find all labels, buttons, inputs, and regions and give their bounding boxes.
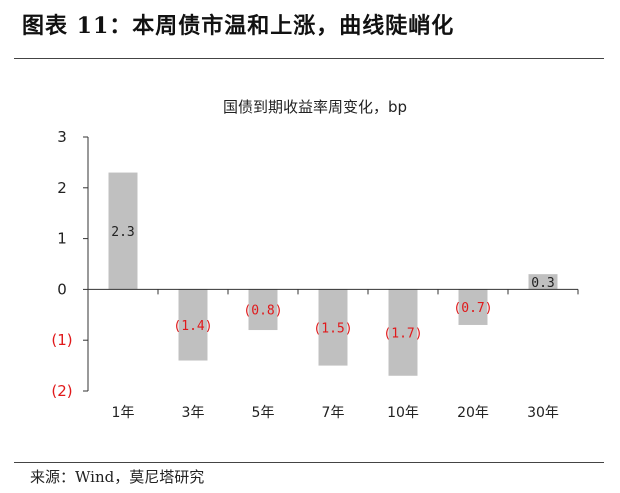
x-category-label: 7年 [322,405,345,421]
x-axis: 1年 3年 5年 7年 10年 20年 30年 [87,288,579,421]
x-category-label: 10年 [387,405,419,421]
top-rule [14,58,604,59]
y-tick-label: 2 [57,179,67,197]
x-category-label: 20年 [457,405,489,421]
bars: 2.3 (1.4) (0.8) (1.5) (1.7) (0.7) 0.3 [108,172,558,376]
y-tick-label: (1) [51,331,72,349]
bar [528,274,558,290]
bar [108,172,138,290]
data-label: (1.4) [173,319,212,334]
data-label: (1.5) [313,322,352,337]
figure-title: 图表 11：本周债市温和上涨，曲线陡峭化 [22,13,455,39]
data-label: (0.7) [453,301,492,316]
bar-chart: 国债到期收益率周变化，bp 3 2 1 0 (1) (2) 2.3 (1.4) (0.8) (1… [51,98,579,421]
bar [178,289,208,361]
source-note: 来源：Wind，莫尼塔研究 [30,468,205,486]
bottom-rule [14,462,604,463]
x-category-label: 1年 [112,405,135,421]
y-tick-label: 3 [57,128,67,146]
y-axis: 3 2 1 0 (1) (2) [51,128,89,400]
data-label: 2.3 [111,225,134,240]
data-label: 0.3 [531,276,554,291]
data-label: (1.7) [383,327,422,342]
data-label: (0.8) [243,304,282,319]
bar [318,289,348,366]
x-category-label: 30年 [527,405,559,421]
chart-title: 国债到期收益率周变化，bp [223,98,407,116]
bar [248,289,278,331]
x-category-label: 5年 [252,405,275,421]
y-tick-label: (2) [51,382,72,400]
y-tick-label: 0 [57,280,67,298]
x-category-label: 3年 [182,405,205,421]
y-tick-label: 1 [57,230,67,248]
bar [458,289,488,325]
bar [388,289,418,376]
